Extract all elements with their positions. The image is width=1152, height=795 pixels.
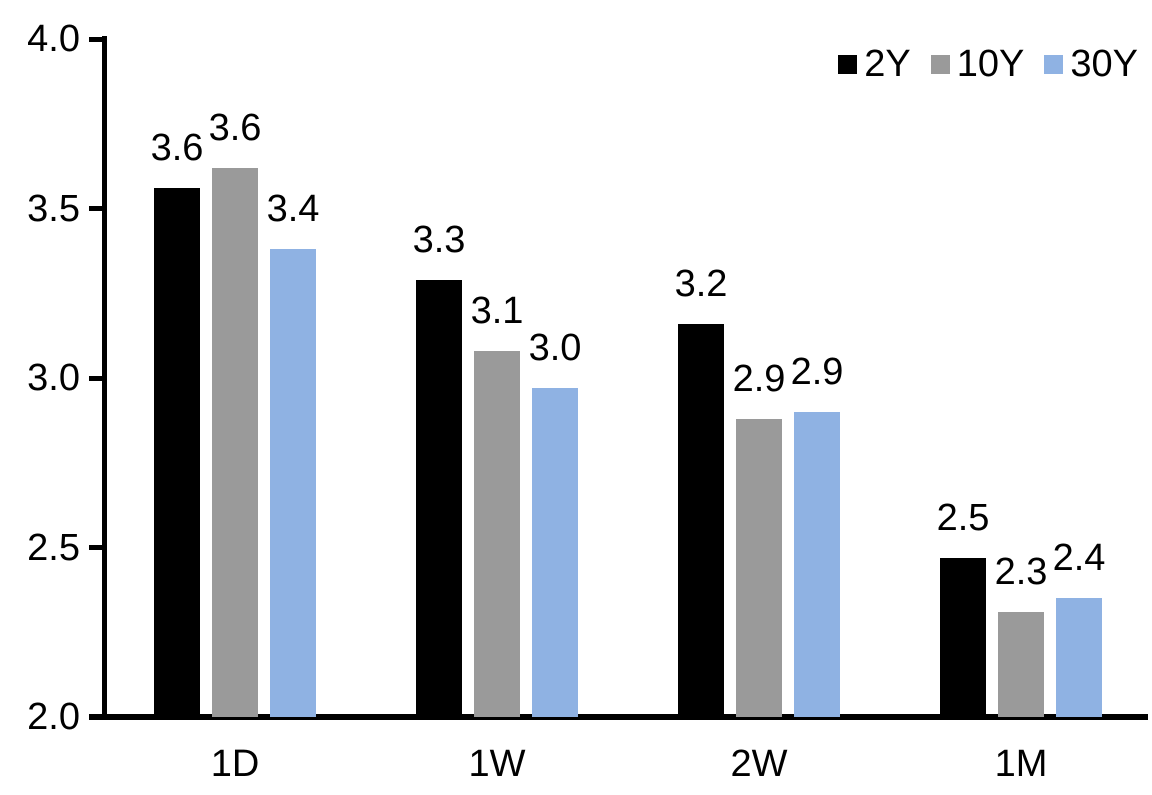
- bar-value-label: 2.9: [790, 351, 844, 393]
- bar-30y-1d: [270, 249, 316, 717]
- y-tick-label: 2.0: [27, 696, 80, 738]
- legend-swatch-30y: [1044, 54, 1064, 74]
- bar-value-label: 3.2: [674, 263, 728, 305]
- bar-10y-2w: [736, 419, 782, 717]
- legend-item-30y: 30Y: [1044, 44, 1138, 84]
- bar-value-label: 2.3: [994, 551, 1048, 593]
- x-category-label: 2W: [730, 743, 788, 785]
- legend-label: 2Y: [864, 43, 911, 85]
- bar-30y-1m: [1056, 598, 1102, 717]
- bar-value-label: 3.1: [470, 290, 524, 332]
- bar-2y-1m: [940, 558, 986, 717]
- bar-value-label: 3.3: [412, 219, 466, 261]
- bar-10y-1m: [998, 612, 1044, 717]
- x-category-label: 1W: [468, 743, 526, 785]
- legend-label: 30Y: [1070, 43, 1138, 85]
- bar-value-label: 2.4: [1052, 537, 1106, 579]
- bar-value-label: 3.6: [150, 127, 204, 169]
- y-tick-mark: [89, 206, 107, 211]
- bar-value-label: 3.4: [266, 188, 320, 230]
- legend-item-2y: 2Y: [838, 43, 911, 85]
- bar-value-label: 3.6: [208, 107, 262, 149]
- bar-10y-1w: [474, 351, 520, 717]
- x-axis-line: [89, 714, 1148, 720]
- legend-swatch-10y: [930, 54, 950, 74]
- x-category-label: 1D: [210, 743, 260, 785]
- bar-2y-2w: [678, 324, 724, 717]
- bar-10y-1d: [212, 168, 258, 717]
- legend-item-10y: 10Y: [930, 43, 1025, 85]
- y-tick-mark: [89, 37, 107, 42]
- legend-label: 10Y: [956, 43, 1025, 85]
- legend: 2Y 10Y 30Y: [838, 44, 1138, 84]
- y-tick-mark: [89, 376, 107, 381]
- y-tick-mark: [89, 715, 107, 720]
- y-tick-label: 3.0: [27, 357, 80, 399]
- y-tick-label: 3.5: [27, 188, 80, 230]
- bar-value-label: 2.9: [732, 358, 786, 400]
- y-tick-mark: [89, 545, 107, 550]
- y-tick-label: 2.5: [27, 527, 80, 569]
- y-tick-label: 4.0: [27, 18, 80, 60]
- bar-30y-2w: [794, 412, 840, 717]
- bar-2y-1w: [416, 280, 462, 717]
- bar-2y-1d: [154, 188, 200, 717]
- bar-value-label: 2.5: [936, 497, 990, 539]
- x-category-label: 1M: [994, 743, 1048, 785]
- bar-value-label: 3.0: [528, 327, 582, 369]
- bar-30y-1w: [532, 388, 578, 717]
- legend-swatch-2y: [838, 54, 858, 74]
